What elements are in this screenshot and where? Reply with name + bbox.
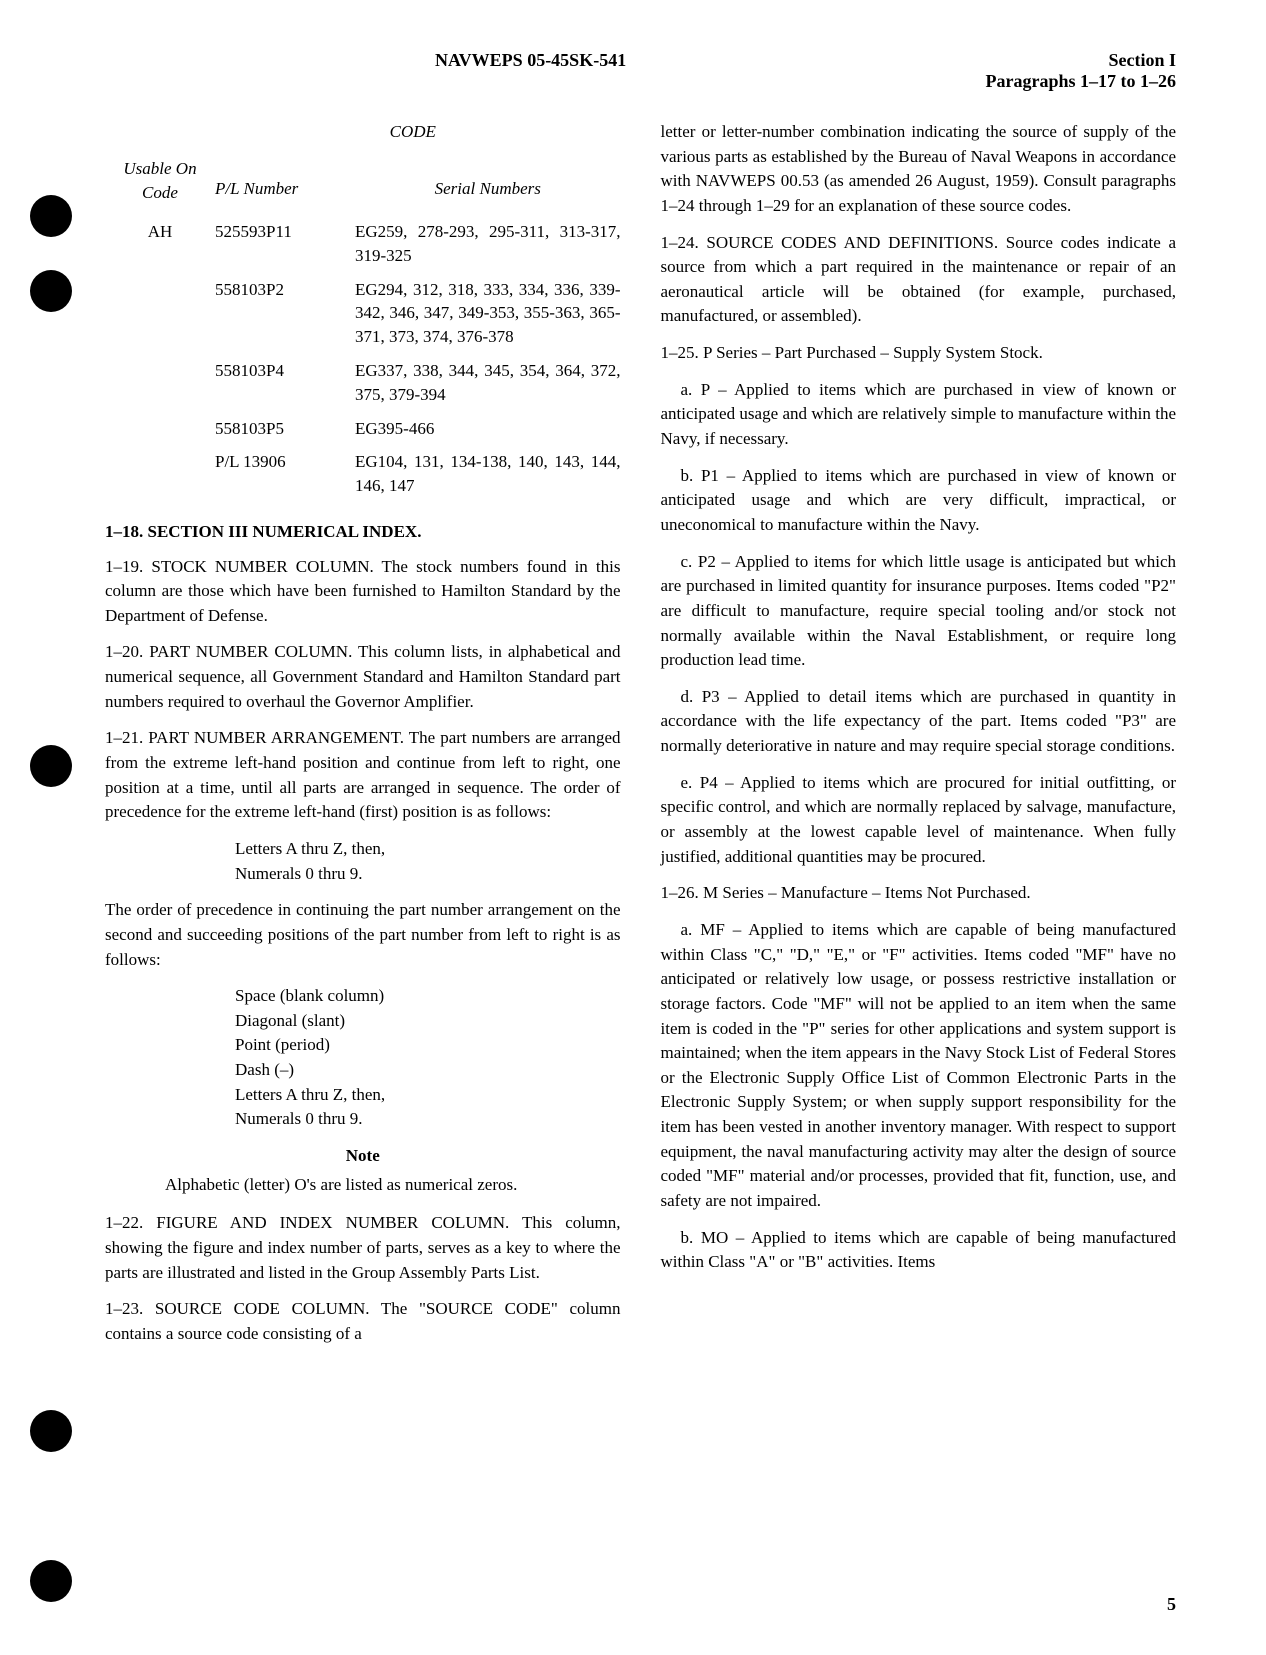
code-table-headers: Usable On Code P/L Number Serial Numbers (105, 157, 621, 206)
header-pl-number: P/L Number (215, 157, 355, 206)
table-row: AH 525593P11 EG259, 278-293, 295-311, 31… (105, 220, 621, 268)
hole (30, 270, 72, 312)
list-item: Numerals 0 thru 9. (235, 1107, 621, 1132)
code-table: CODE Usable On Code P/L Number Serial Nu… (105, 120, 621, 498)
section-heading: 1–18. SECTION III NUMERICAL INDEX. (105, 520, 621, 545)
pl-cell: P/L 13906 (215, 450, 355, 498)
code-cell (105, 450, 215, 498)
paragraph-range: Paragraphs 1–17 to 1–26 (986, 71, 1177, 92)
list-item: Letters A thru Z, then, (235, 1083, 621, 1108)
sub-paragraph: a. MF – Applied to items which are capab… (661, 918, 1177, 1214)
serial-cell: EG104, 131, 134-138, 140, 143, 144, 146,… (355, 450, 621, 498)
sub-paragraph: b. P1 – Applied to items which are purch… (661, 464, 1177, 538)
pl-cell: 525593P11 (215, 220, 355, 268)
paragraph: 1–24. SOURCE CODES AND DEFINITIONS. Sour… (661, 231, 1177, 330)
paragraph: 1–19. STOCK NUMBER COLUMN. The stock num… (105, 555, 621, 629)
precedence-list: Space (blank column) Diagonal (slant) Po… (235, 984, 621, 1132)
section-label: Section I (986, 50, 1177, 71)
pl-cell: 558103P4 (215, 359, 355, 407)
paragraph: The order of precedence in continuing th… (105, 898, 621, 972)
serial-cell: EG294, 312, 318, 333, 334, 336, 339-342,… (355, 278, 621, 349)
sub-paragraph: b. MO – Applied to items which are capab… (661, 1226, 1177, 1275)
note-text: Alphabetic (letter) O's are listed as nu… (165, 1173, 561, 1198)
sub-paragraph: d. P3 – Applied to detail items which ar… (661, 685, 1177, 759)
list-item: Point (period) (235, 1033, 621, 1058)
serial-cell: EG395-466 (355, 417, 621, 441)
pl-cell: 558103P2 (215, 278, 355, 349)
table-row: P/L 13906 EG104, 131, 134-138, 140, 143,… (105, 450, 621, 498)
code-table-title: CODE (205, 120, 621, 145)
publication-id: NAVWEPS 05-45SK-541 (435, 50, 626, 92)
table-row: 558103P4 EG337, 338, 344, 345, 354, 364,… (105, 359, 621, 407)
hole (30, 195, 72, 237)
sub-paragraph: c. P2 – Applied to items for which littl… (661, 550, 1177, 673)
code-cell (105, 359, 215, 407)
page-number: 5 (1167, 1594, 1176, 1615)
sub-paragraph: a. P – Applied to items which are purcha… (661, 378, 1177, 452)
paragraph: 1–26. M Series – Manufacture – Items Not… (661, 881, 1177, 906)
code-cell (105, 278, 215, 349)
table-row: 558103P2 EG294, 312, 318, 333, 334, 336,… (105, 278, 621, 349)
serial-cell: EG337, 338, 344, 345, 354, 364, 372, 375… (355, 359, 621, 407)
hole (30, 1410, 72, 1452)
page-header: NAVWEPS 05-45SK-541 Section I Paragraphs… (105, 50, 1176, 92)
sub-paragraph: e. P4 – Applied to items which are procu… (661, 771, 1177, 870)
paragraph: 1–20. PART NUMBER COLUMN. This column li… (105, 640, 621, 714)
paragraph: 1–25. P Series – Part Purchased – Supply… (661, 341, 1177, 366)
paragraph: 1–23. SOURCE CODE COLUMN. The "SOURCE CO… (105, 1297, 621, 1346)
header-usable-on: Usable On Code (105, 157, 215, 206)
left-column: CODE Usable On Code P/L Number Serial Nu… (105, 120, 621, 1358)
header-serial: Serial Numbers (355, 157, 621, 206)
list-item: Diagonal (slant) (235, 1009, 621, 1034)
list-item: Space (blank column) (235, 984, 621, 1009)
code-cell (105, 417, 215, 441)
right-column: letter or letter-number combination indi… (661, 120, 1177, 1358)
list-item: Dash (–) (235, 1058, 621, 1083)
hole (30, 745, 72, 787)
precedence-list: Letters A thru Z, then, Numerals 0 thru … (235, 837, 621, 886)
list-item: Letters A thru Z, then, (235, 837, 621, 862)
hole (30, 1560, 72, 1602)
paragraph: 1–21. PART NUMBER ARRANGEMENT. The part … (105, 726, 621, 825)
paragraph: letter or letter-number combination indi… (661, 120, 1177, 219)
pl-cell: 558103P5 (215, 417, 355, 441)
note-heading: Note (105, 1144, 621, 1169)
paragraph: 1–22. FIGURE AND INDEX NUMBER COLUMN. Th… (105, 1211, 621, 1285)
section-info: Section I Paragraphs 1–17 to 1–26 (986, 50, 1177, 92)
serial-cell: EG259, 278-293, 295-311, 313-317, 319-32… (355, 220, 621, 268)
list-item: Numerals 0 thru 9. (235, 862, 621, 887)
table-row: 558103P5 EG395-466 (105, 417, 621, 441)
code-cell: AH (105, 220, 215, 268)
content-columns: CODE Usable On Code P/L Number Serial Nu… (105, 120, 1176, 1358)
